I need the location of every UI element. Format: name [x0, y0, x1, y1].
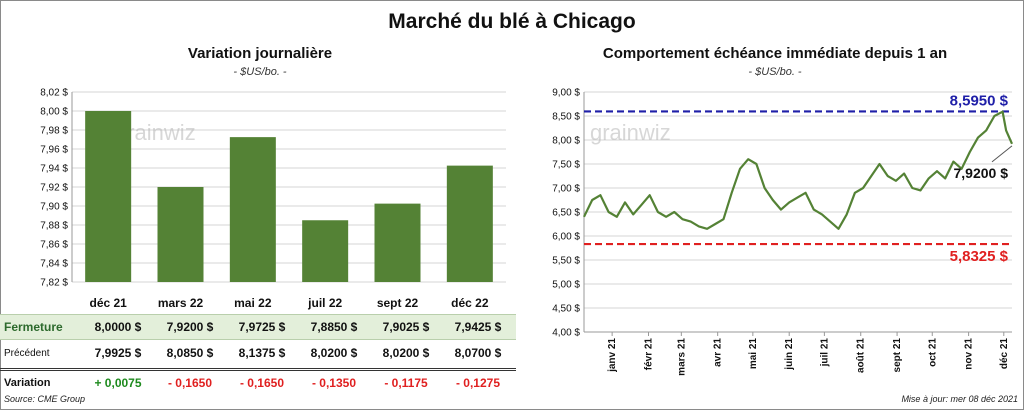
close-cell: 7,9200 $	[166, 320, 214, 334]
x-tick-label: sept 22	[377, 296, 419, 310]
y-tick-label: 6,00 $	[552, 232, 580, 243]
bar	[446, 165, 493, 282]
close-cell: 7,9725 $	[238, 320, 286, 334]
x-tick-label: juin 21	[784, 338, 795, 371]
x-tick-label: juil 21	[819, 338, 830, 368]
x-tick-label: mars 21	[676, 338, 687, 376]
y-tick-label: 7,00 $	[552, 184, 580, 195]
change-cell: - 0,1350	[311, 376, 357, 390]
y-tick-label: 8,02 $	[40, 88, 68, 99]
row-label: Variation	[4, 377, 51, 389]
change-cell: - 0,1650	[167, 376, 213, 390]
y-tick-label: 7,50 $	[552, 160, 580, 171]
change-cell: - 0,1175	[384, 376, 428, 390]
update-note: Mise à jour: mer 08 déc 2021	[901, 394, 1018, 404]
max-label: 8,5950 $	[950, 92, 1009, 109]
last-label: 7,9200 $	[954, 165, 1009, 181]
page-title: Marché du blé à Chicago	[388, 10, 636, 33]
change-cell: - 0,1275	[455, 376, 501, 390]
close-cell: 7,8850 $	[310, 320, 358, 334]
row-label: Fermeture	[4, 320, 63, 334]
y-tick-label: 8,50 $	[552, 112, 580, 123]
left-chart-unit: - $US/bo. -	[233, 66, 287, 78]
right-chart-title: Comportement échéance immédiate depuis 1…	[602, 45, 948, 62]
x-tick-label: déc 22	[451, 296, 489, 310]
table-row-close: Fermeture 8,0000 $ 7,9200 $ 7,9725 $ 7,8…	[0, 314, 516, 340]
x-tick-label: févr 21	[643, 338, 654, 371]
y-tick-label: 7,98 $	[40, 126, 68, 137]
bar	[85, 111, 132, 282]
x-tick-label: avr 21	[713, 338, 724, 367]
x-tick-label: déc 21	[89, 296, 127, 310]
y-tick-label: 7,88 $	[40, 221, 68, 232]
y-tick-label: 9,00 $	[552, 88, 580, 99]
y-tick-label: 8,00 $	[40, 107, 68, 118]
y-tick-label: 7,96 $	[40, 145, 68, 156]
close-cell: 7,9425 $	[454, 320, 502, 334]
x-tick-label: août 21	[856, 338, 867, 373]
close-cell: 7,9025 $	[382, 320, 430, 334]
x-tick-label: janv 21	[607, 338, 618, 373]
previous-cell: 7,9925 $	[94, 346, 142, 360]
bar	[157, 187, 204, 282]
x-tick-label: nov 21	[964, 338, 975, 370]
x-tick-label: mars 22	[158, 296, 204, 310]
x-tick-label: juil 22	[307, 296, 342, 310]
previous-cell: 8,0200 $	[382, 346, 430, 360]
y-tick-label: 5,00 $	[552, 280, 580, 291]
y-tick-label: 7,84 $	[40, 259, 68, 270]
right-chart-unit: - $US/bo. -	[748, 66, 802, 78]
x-tick-label: oct 21	[927, 338, 938, 367]
previous-cell: 8,1375 $	[238, 346, 286, 360]
y-tick-label: 4,00 $	[552, 328, 580, 339]
y-tick-label: 7,90 $	[40, 202, 68, 213]
x-tick-label: mai 21	[748, 338, 759, 370]
row-label: Précédent	[4, 347, 50, 359]
change-cell: - 0,1650	[239, 376, 285, 390]
source-note: Source: CME Group	[4, 394, 86, 404]
y-tick-label: 4,50 $	[552, 304, 580, 315]
x-tick-label: mai 22	[234, 296, 272, 310]
min-label: 5,8325 $	[950, 248, 1009, 265]
previous-cell: 8,0700 $	[454, 346, 502, 360]
bar-chart: 7,82 $ 7,84 $ 7,86 $ 7,88 $ 7,90 $ 7,92 $ 7,94…	[40, 88, 506, 310]
y-tick-label: 7,86 $	[40, 240, 68, 251]
previous-cell: 8,0200 $	[310, 346, 358, 360]
y-tick-label: 7,82 $	[40, 278, 68, 289]
y-tick-label: 7,92 $	[40, 183, 68, 194]
y-tick-label: 5,50 $	[552, 256, 580, 267]
change-cell: + 0,0075	[94, 376, 142, 390]
left-chart-title: Variation journalière	[187, 45, 333, 62]
y-tick-label: 7,94 $	[40, 164, 68, 175]
y-tick-label: 8,00 $	[552, 136, 580, 147]
table-row-previous: Précédent 7,9925 $ 8,0850 $ 8,1375 $ 8,0…	[0, 341, 516, 365]
previous-cell: 8,0850 $	[166, 346, 214, 360]
close-cell: 8,0000 $	[94, 320, 142, 334]
y-tick-label: 6,50 $	[552, 208, 580, 219]
series-line	[583, 110, 1014, 230]
watermark: grainwiz	[590, 120, 671, 145]
last-pointer	[991, 145, 1013, 163]
bar	[229, 137, 276, 282]
x-tick-label: déc 21	[999, 338, 1010, 370]
bar	[302, 220, 349, 282]
bar	[374, 203, 421, 282]
line-chart: 4,00 $ 4,50 $ 5,00 $ 5,50 $ 6,00 $ 6,50 $ 7,00…	[552, 88, 1014, 376]
x-tick-label: sept 21	[892, 338, 903, 373]
table-row-change: Variation + 0,0075 - 0,1650 - 0,1650 - 0…	[0, 368, 516, 395]
